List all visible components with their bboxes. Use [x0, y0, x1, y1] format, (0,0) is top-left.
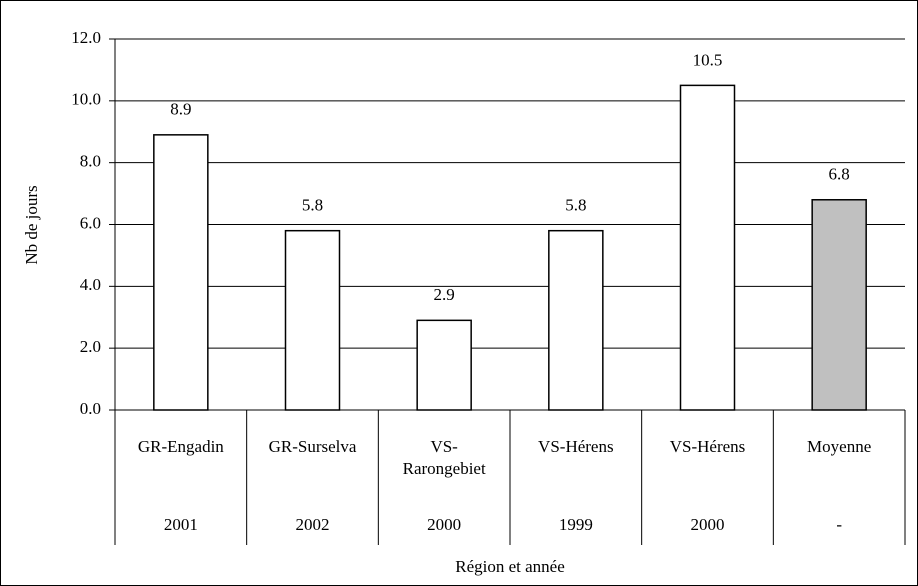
year-label: 1999: [558, 515, 593, 534]
year-label: 2000: [427, 515, 462, 534]
y-axis-label: Nb de jours: [22, 185, 41, 264]
data-label: 10.5: [693, 50, 723, 69]
year-label: 2001: [163, 515, 198, 534]
x-axis-label: Région et année: [455, 557, 565, 576]
y-tick-label: 8.0: [80, 152, 101, 171]
bar: [416, 319, 472, 411]
x-tick-label: VS-Hérens: [538, 437, 614, 456]
y-tick-label: 12.0: [71, 28, 101, 47]
data-label: 5.8: [565, 196, 586, 215]
data-label: 8.9: [170, 100, 191, 119]
bar: [153, 134, 209, 411]
y-tick-label: 0.0: [80, 399, 101, 418]
year-label: 2000: [690, 515, 725, 534]
year-label: 2002: [295, 515, 330, 534]
x-tick-label: GR-Surselva: [268, 437, 357, 456]
data-label: 6.8: [829, 165, 850, 184]
bar: [548, 229, 604, 411]
bar: [811, 199, 867, 411]
year-label: -: [836, 515, 842, 534]
y-tick-label: 2.0: [80, 337, 101, 356]
y-tick-label: 6.0: [80, 213, 101, 232]
y-tick-label: 4.0: [80, 275, 101, 294]
bar: [284, 229, 341, 411]
x-tick-label: VS-Rarongebiet: [402, 437, 486, 478]
bar: [679, 84, 736, 411]
data-label: 2.9: [434, 285, 455, 304]
data-label: 5.8: [302, 196, 323, 215]
x-tick-label: GR-Engadin: [137, 437, 224, 456]
y-tick-label: 10.0: [71, 90, 101, 109]
x-tick-label: Moyenne: [807, 437, 872, 456]
x-tick-label: VS-Hérens: [669, 437, 746, 456]
